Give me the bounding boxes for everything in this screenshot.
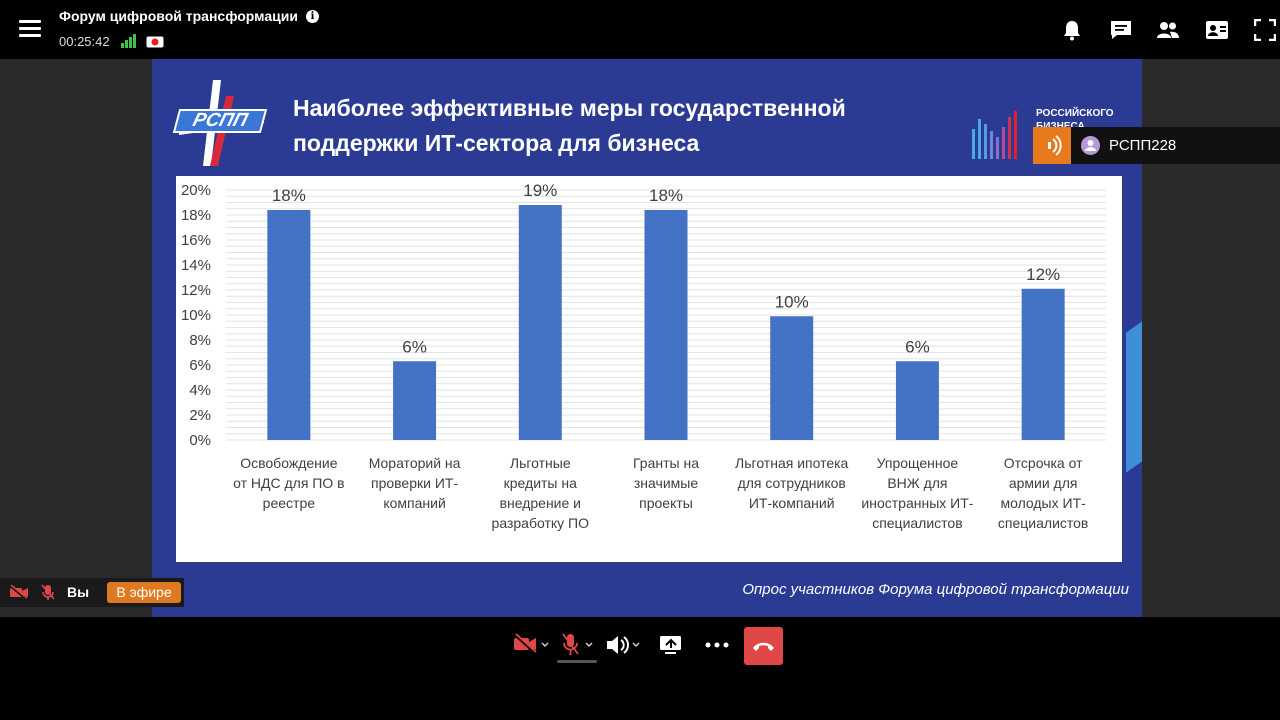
signal-strength-icon — [121, 34, 137, 48]
bar — [770, 316, 814, 440]
y-tick-label: 8% — [189, 332, 211, 349]
data-label: 12% — [1026, 265, 1060, 284]
data-label: 6% — [905, 337, 930, 356]
bar — [1021, 288, 1065, 440]
info-icon[interactable]: i — [306, 10, 319, 23]
participants-icon[interactable] — [1156, 19, 1180, 41]
live-badge: В эфире — [107, 582, 181, 603]
y-tick-label: 2% — [189, 407, 211, 424]
data-label: 6% — [402, 337, 427, 356]
mic-off-icon — [41, 584, 55, 600]
category-label: Льготные кредиты на внедрение и разработку … — [492, 455, 590, 531]
top-bar: Форум цифровой трансформации i 00:25:42 — [0, 0, 1280, 59]
bar — [267, 210, 311, 440]
meeting-title: Форум цифровой трансформации — [59, 8, 298, 24]
hang-up-button[interactable] — [744, 627, 783, 665]
data-label: 10% — [775, 292, 809, 311]
video-stage: РСПП Наиболее эффективные меры государст… — [0, 59, 1280, 617]
meeting-timer: 00:25:42 — [59, 34, 110, 49]
menu-icon[interactable] — [19, 20, 41, 38]
y-tick-label: 18% — [181, 207, 211, 224]
y-tick-label: 0% — [189, 432, 211, 449]
recording-icon — [146, 35, 164, 48]
y-tick-label: 12% — [181, 282, 211, 299]
mic-level-indicator — [557, 660, 597, 663]
camera-toggle-button[interactable] — [513, 630, 549, 660]
y-tick-label: 6% — [189, 357, 211, 374]
bar-chart-svg: 0% 2% 4% 6% 8% 10% 12% 14% 16% 18% 20% 18% Освобожде… — [181, 181, 1106, 531]
bar — [393, 361, 437, 440]
y-tick-label: 16% — [181, 232, 211, 249]
category-label: Освобождение от НДС для ПО в реестре — [233, 455, 344, 511]
category-label: Мораторий на проверки ИТ-компаний — [369, 455, 461, 511]
phone-hangup-icon — [753, 642, 774, 651]
category-label: Льготная ипотека для сотрудников ИТ-компан… — [735, 455, 849, 511]
notifications-icon[interactable] — [1061, 19, 1085, 41]
data-label: 19% — [523, 181, 557, 200]
speaker-volume-button[interactable] — [605, 630, 643, 660]
bar — [895, 361, 939, 440]
slide-footer-caption: Опрос участников Форума цифровой трансфо… — [742, 581, 1129, 598]
category-label: Упрощенное ВНЖ для иностранных ИТ-специали… — [861, 455, 973, 531]
avatar — [1081, 136, 1100, 155]
y-tick-label: 10% — [181, 307, 211, 324]
speaking-icon — [1033, 127, 1071, 164]
slide-title: Наиболее эффективные меры государственно… — [293, 95, 846, 156]
call-controls — [0, 617, 1280, 720]
layout-icon[interactable] — [1205, 19, 1229, 41]
more-options-icon[interactable] — [704, 630, 730, 660]
self-tile[interactable]: Вы В эфире — [0, 578, 184, 607]
category-label: Отсрочка от армии для молодых ИТ-специалис… — [998, 455, 1088, 531]
bar — [518, 205, 562, 440]
bar-chart: 0% 2% 4% 6% 8% 10% 12% 14% 16% 18% 20% 18% Освобожде… — [176, 176, 1122, 562]
camera-off-icon — [9, 585, 28, 600]
rspp-logo-text: РСПП — [172, 109, 268, 133]
microphone-toggle-button[interactable] — [560, 630, 596, 660]
self-name: Вы — [67, 584, 90, 600]
y-tick-label: 20% — [181, 182, 211, 199]
fullscreen-icon[interactable] — [1253, 18, 1278, 42]
data-label: 18% — [272, 186, 306, 205]
y-tick-label: 14% — [181, 257, 211, 274]
data-label: 18% — [649, 186, 683, 205]
participant-name: РСПП228 — [1109, 137, 1177, 154]
chat-icon[interactable] — [1109, 19, 1133, 41]
presentation-slide: РСПП Наиболее эффективные меры государст… — [152, 59, 1142, 617]
screen-share-icon[interactable] — [658, 630, 684, 660]
category-label: Гранты на значимые проекты — [633, 455, 699, 511]
bar — [644, 210, 688, 440]
active-speaker-chip[interactable]: РСПП228 — [1033, 127, 1280, 164]
y-tick-label: 4% — [189, 382, 211, 399]
